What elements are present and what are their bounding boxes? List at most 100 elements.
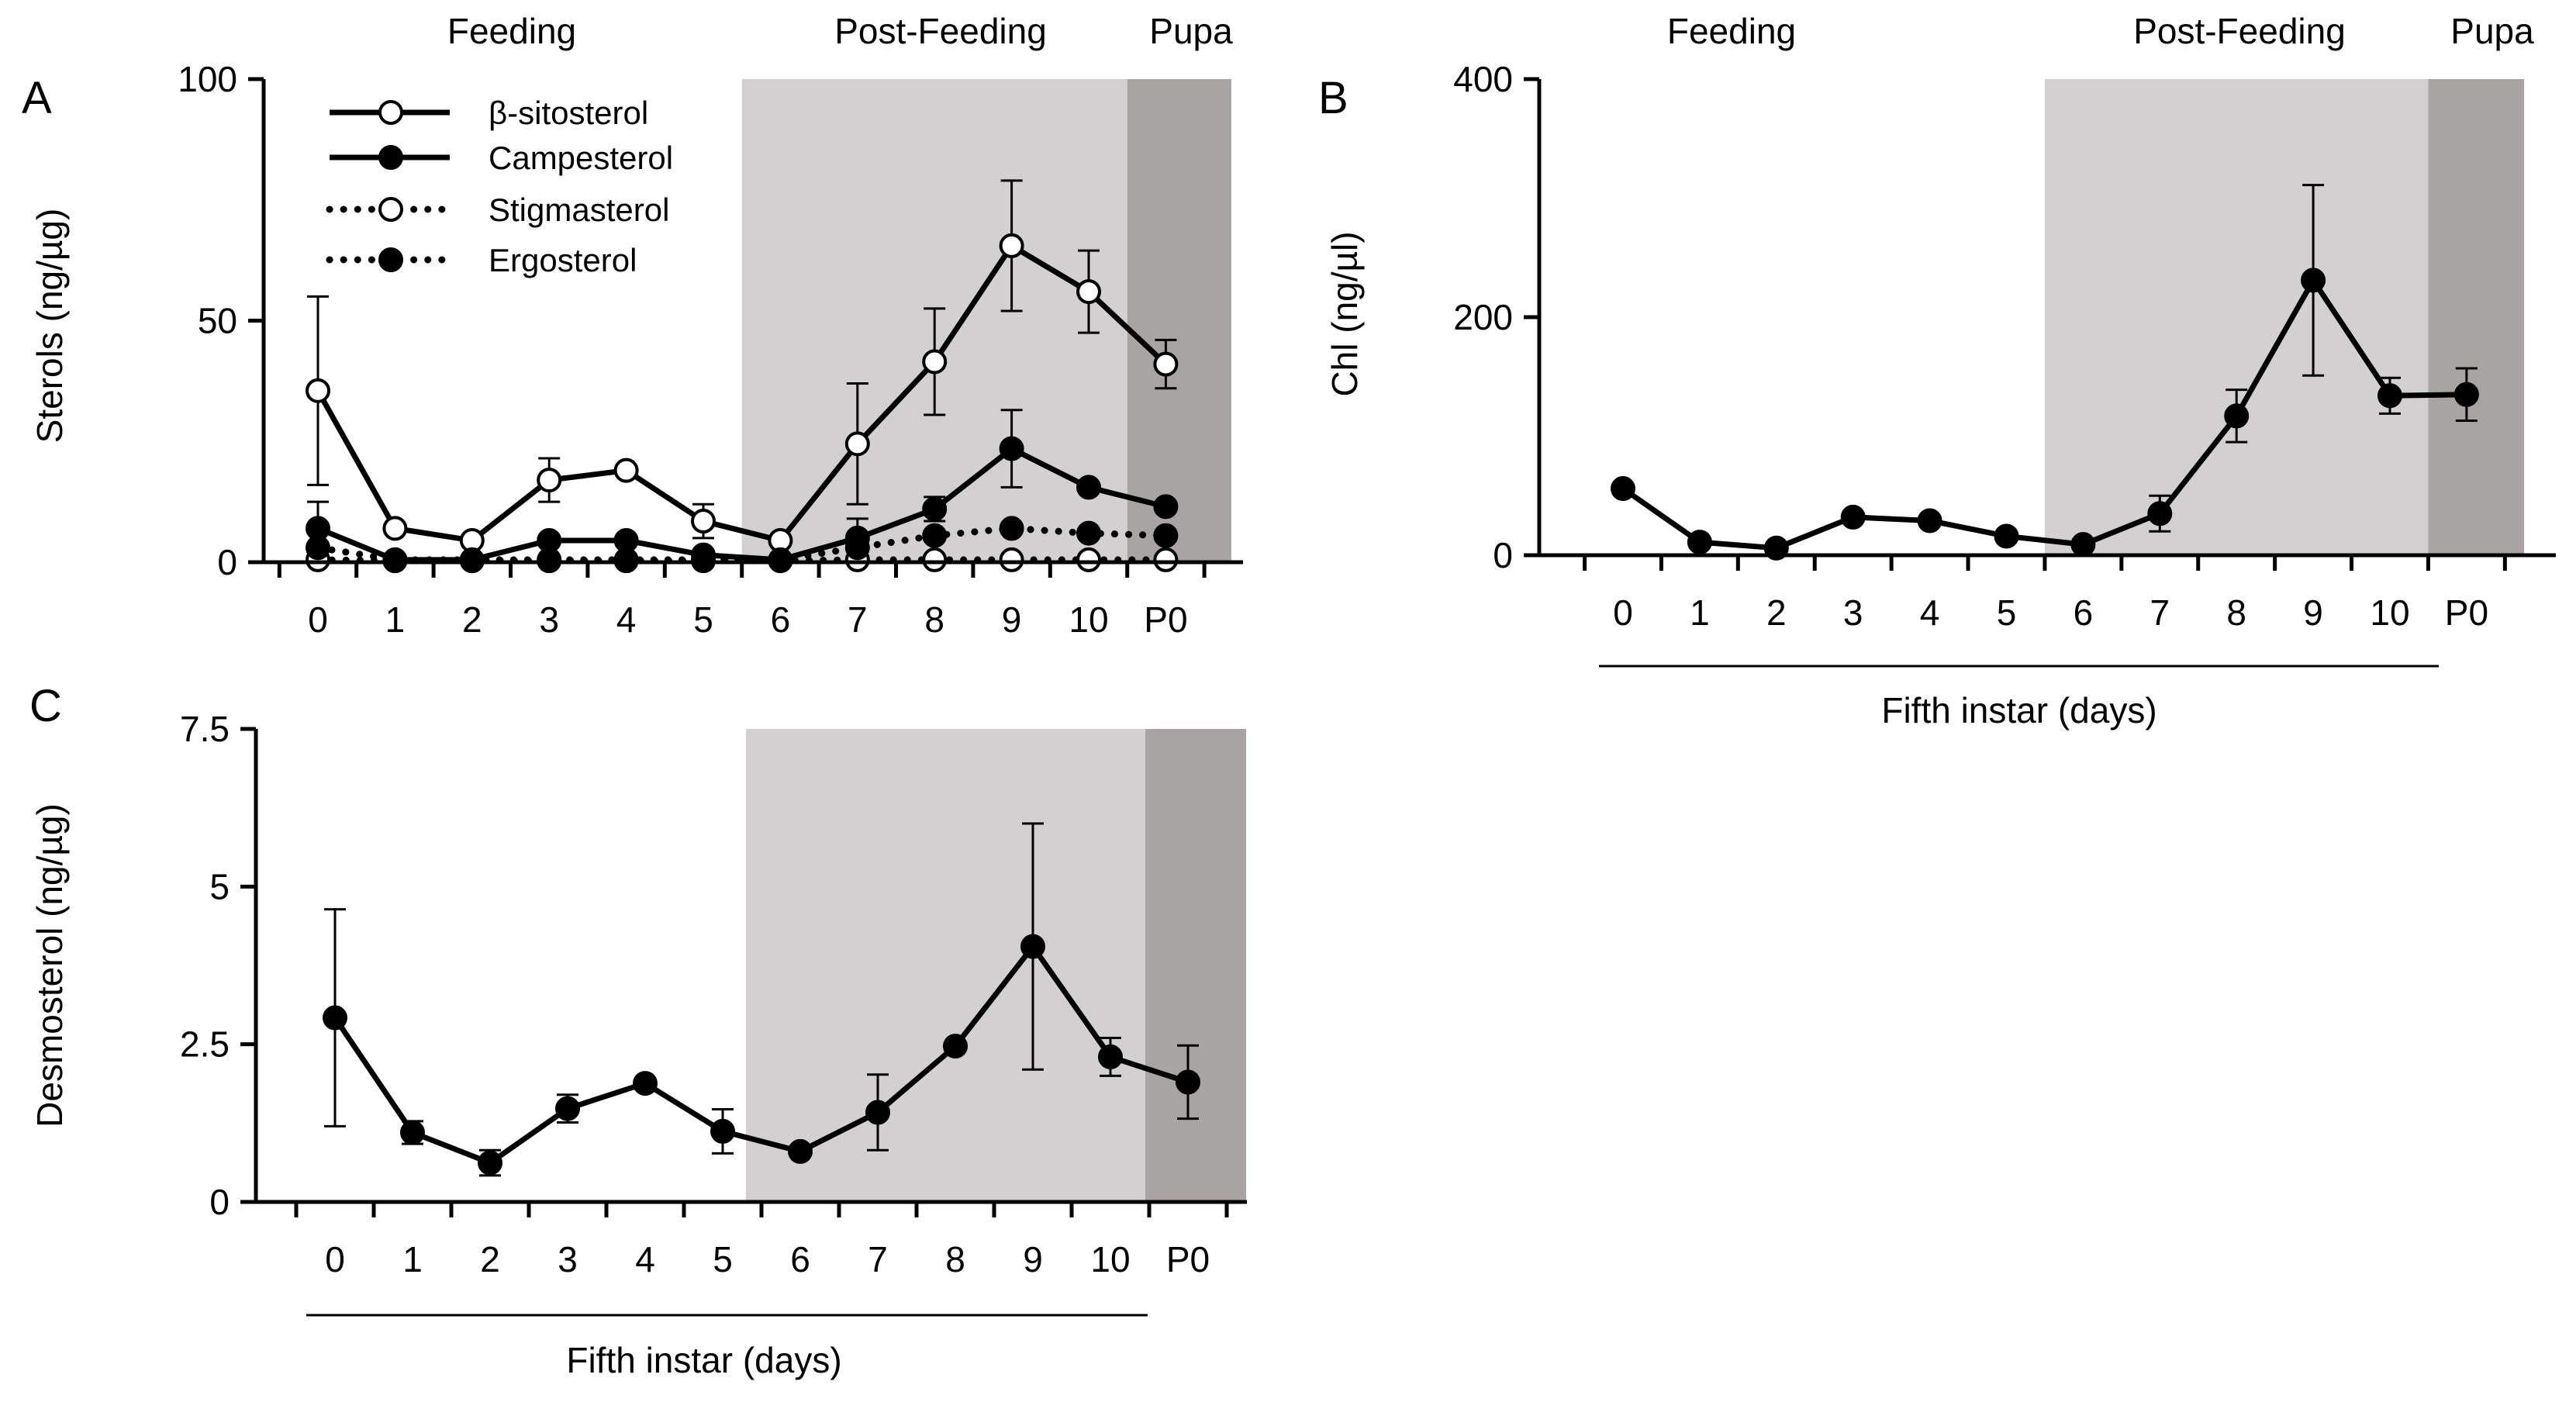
panel-c-x-tick-label: 5 (713, 1239, 733, 1279)
panel-a-ergosterol-point (306, 535, 330, 561)
panel-c-x-axis-label: Fifth instar (days) (566, 1340, 841, 1380)
panel-b-phase-pupa: Pupa (2450, 11, 2534, 51)
panel-a-phase-shading (741, 79, 1231, 562)
panel-a: 0 50 100 0 1 2 3 4 5 6 7 8 9 10 P0 β-sitosterol Campest… (22, 11, 1243, 640)
panel-c-y-axis-label: Desmosterol (ng/µg) (29, 803, 70, 1127)
panel-a-y-tick-label: 50 (198, 301, 237, 341)
panel-a-campesterol-point (1153, 494, 1179, 520)
panel-a-sitosterol-point (844, 431, 870, 457)
panel-c-x-tick-label: 2 (480, 1239, 500, 1279)
panel-c-y-tick-label: 0 (209, 1182, 230, 1222)
panel-a-stigmasterol-point (922, 547, 948, 572)
panel-c-axes: 0 2.5 5 7.5 0 1 2 3 4 5 6 7 8 9 10 P0 (180, 709, 1247, 1279)
panel-c-x-tick-label: 6 (790, 1239, 810, 1279)
panel-a-sitosterol-point (1076, 279, 1101, 305)
panel-a-x-tick-label: 0 (308, 599, 328, 640)
panel-c-pupa-shade (1145, 729, 1246, 1202)
panel-b-y-tick-label: 0 (1493, 535, 1513, 575)
panel-b-post-feeding-shade (2044, 79, 2429, 555)
panel-a-legend: β-sitosterol Campesterol Stigmasterol Ergos… (326, 95, 673, 278)
panel-a-stigmasterol-point (1153, 547, 1179, 572)
panel-c-x-tick-label: P0 (1166, 1239, 1210, 1279)
panel-c-series (323, 822, 1200, 1177)
panel-b-x-tick-label: 5 (1997, 592, 2017, 633)
panel-b-y-axis-label: Chl (ng/µl) (1324, 231, 1365, 396)
panel-a-sitosterol-line (315, 243, 1168, 544)
panel-c-desmosterol-point (555, 1096, 580, 1121)
panel-a-sitosterol-point (382, 516, 408, 541)
legend-item-campesterol: Campesterol (330, 140, 673, 176)
panel-b-chl-point (2224, 403, 2250, 429)
panel-b-pupa-shade (2428, 79, 2525, 555)
legend-item-stigmasterol: Stigmasterol (326, 192, 669, 228)
panel-a-ergosterol-point (691, 547, 716, 572)
panel-c-desmosterol-line (333, 944, 1190, 1166)
panel-a-campesterol-point (999, 436, 1024, 461)
panel-b-chl-point (1687, 530, 1712, 555)
panel-b-series (1611, 184, 2479, 561)
panel-b: 0 200 400 0 1 2 3 4 5 6 7 8 9 10 P0 B Feeding Post-Fee… (1318, 11, 2556, 730)
panel-b-y-tick-label: 200 (1453, 297, 1513, 337)
panel-c-letter: C (29, 681, 62, 731)
panel-b-x-tick-label: 10 (2370, 592, 2409, 633)
legend-label: Ergosterol (489, 242, 637, 278)
panel-c-x-tick-label: 3 (558, 1239, 578, 1279)
panel-a-pupa-shade (1127, 79, 1231, 562)
panel-b-chl-point (2377, 383, 2402, 409)
panel-b-x-tick-label: 0 (1613, 592, 1633, 633)
panel-a-phase-post-feeding: Post-Feeding (834, 11, 1047, 51)
panel-a-letter: A (22, 73, 52, 123)
panel-b-chl-point (2147, 501, 2173, 527)
panel-a-ergosterol-point (999, 516, 1024, 541)
panel-b-x-tick-label: 8 (2226, 592, 2246, 633)
panel-c-y-tick-label: 5 (209, 866, 230, 906)
panel-c-y-tick-label: 2.5 (180, 1024, 230, 1065)
panel-a-ergosterol-line (314, 524, 1169, 564)
panel-a-ergosterol-point (459, 547, 485, 572)
legend-label: β-sitosterol (489, 95, 648, 131)
panel-a-sitosterol-point (613, 458, 639, 483)
panel-a-ergosterol-point (844, 535, 870, 561)
panel-a-x-tick-label: 8 (924, 599, 944, 640)
panel-a-sitosterol-point (922, 349, 948, 375)
panel-a-x-tick-label: 6 (771, 599, 791, 640)
panel-c-desmosterol-point (400, 1120, 425, 1145)
panel-a-sitosterol-point (1153, 351, 1179, 377)
panel-a-sitosterol-point (306, 378, 330, 403)
panel-c-phase-shading (746, 729, 1246, 1202)
panel-a-stigmasterol-point (999, 547, 1024, 572)
panel-b-x-tick-label: 9 (2303, 592, 2323, 633)
panel-c-post-feeding-shade (746, 729, 1145, 1202)
legend-swatch-marker (378, 197, 403, 222)
legend-swatch-marker (378, 100, 403, 125)
panel-c-x-tick-label: 8 (945, 1239, 965, 1279)
panel-b-chl-point (1994, 523, 2019, 549)
panel-b-x-tick-label: 4 (1920, 592, 1940, 633)
panel-c-x-tick-label: 10 (1090, 1239, 1130, 1279)
panel-c: 0 2.5 5 7.5 0 1 2 3 4 5 6 7 8 9 10 P0 C Desmosterol (ng… (29, 681, 1247, 1380)
panel-b-y-tick-label: 400 (1453, 59, 1513, 99)
panel-a-x-tick-label: 10 (1069, 599, 1108, 640)
panel-b-chl-line (1621, 277, 2467, 551)
panel-c-desmosterol-point (1098, 1044, 1123, 1069)
panel-c-desmosterol-point (788, 1138, 813, 1164)
panel-b-chl-point (2301, 268, 2326, 293)
panel-a-ergosterol-point (768, 547, 793, 572)
panel-a-ergosterol-point (537, 547, 562, 572)
panel-a-sitosterol-point (691, 509, 716, 534)
panel-a-ergosterol-point (1153, 523, 1179, 548)
panel-a-y-axis-label: Sterols (ng/µg) (29, 209, 70, 444)
panel-c-desmosterol-point (478, 1150, 502, 1176)
panel-a-ergosterol-point (922, 523, 948, 548)
panel-a-ergosterol-point (382, 547, 408, 572)
panel-a-campesterol-point (1076, 475, 1101, 500)
panel-a-x-tick-label: 5 (693, 599, 713, 640)
panel-c-desmosterol-point (865, 1100, 890, 1125)
panel-b-chl-point (1611, 476, 1635, 502)
panel-c-x-tick-label: 4 (635, 1239, 655, 1279)
panel-b-phase-shading (2044, 79, 2525, 555)
panel-a-x-tick-label: 3 (539, 599, 559, 640)
panel-b-letter: B (1318, 73, 1348, 123)
panel-a-ergosterol-point (1076, 520, 1101, 546)
panel-c-x-tick-label: 9 (1023, 1239, 1043, 1279)
